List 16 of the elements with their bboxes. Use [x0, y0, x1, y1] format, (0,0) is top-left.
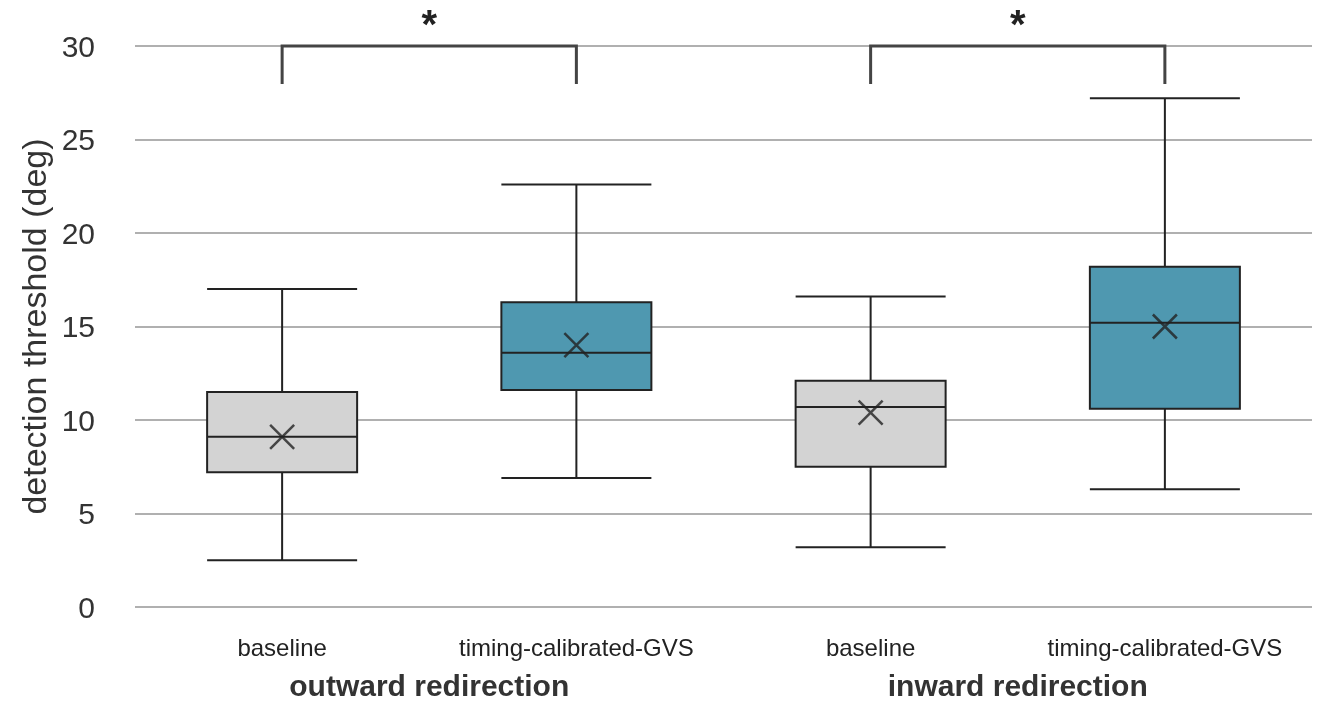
text: inward redirection: [887, 668, 1148, 702]
x-tick-label: baseline: [825, 633, 916, 661]
y-tick-label: 20: [61, 216, 95, 250]
y-tick-label: 0: [78, 590, 95, 624]
text: *: [1009, 2, 1026, 46]
y-tick-label: 5: [78, 497, 95, 530]
y-tick-label: 30: [61, 29, 95, 63]
y-tick-label: 10: [61, 403, 95, 437]
text: outward redirection: [289, 668, 570, 702]
x-tick-label: baseline: [237, 633, 327, 661]
y-tick-label: 25: [61, 123, 95, 156]
x-tick-label: timing-calibrated-GVS: [1047, 633, 1283, 661]
x-tick-label: timing-calibrated-GVS: [459, 633, 694, 661]
text: *: [421, 2, 438, 46]
y-axis-title: detection threshold (deg): [14, 138, 53, 515]
y-tick-label: 15: [61, 310, 95, 343]
